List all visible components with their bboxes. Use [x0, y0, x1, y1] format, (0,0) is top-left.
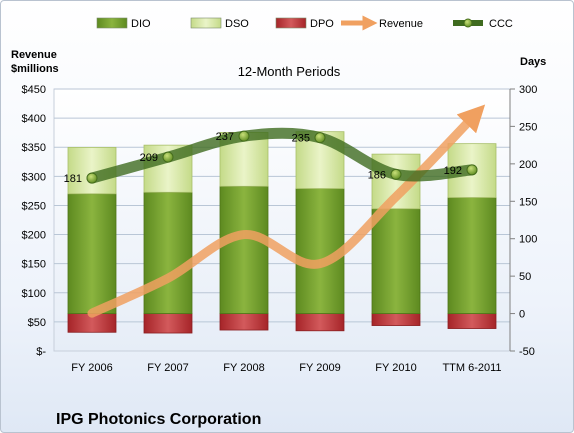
bar-dio — [447, 197, 497, 314]
left-tick-label: $150 — [22, 259, 46, 271]
category-label: FY 2010 — [375, 362, 416, 374]
left-tick-label: $200 — [22, 230, 46, 242]
bar-dio — [67, 193, 117, 314]
company-name: IPG Photonics Corporation — [56, 411, 261, 428]
legend-swatch-dpo — [275, 17, 307, 29]
bar-dpo — [143, 313, 193, 334]
right-axis-title: Days — [520, 56, 546, 68]
legend: DIO DSO DPO Revenue CCC — [96, 15, 513, 31]
bar-dio — [219, 185, 269, 314]
chart-title: 12-Month Periods — [238, 64, 341, 79]
legend-swatch-dio — [96, 17, 128, 29]
right-tick-label: 200 — [519, 159, 537, 171]
legend-swatch-dso — [190, 17, 222, 29]
bar-dio — [371, 208, 421, 314]
left-tick-label: $250 — [22, 200, 46, 212]
left-tick-label: $350 — [22, 142, 46, 154]
ccc-data-label: 235 — [292, 133, 310, 145]
axes: $- $50 $100 $150 $200 $250 $300 $350 $400 $450 -50… — [22, 84, 538, 374]
ccc-data-label: 209 — [140, 152, 158, 164]
ccc-data-label: 186 — [368, 169, 386, 181]
category-label: FY 2009 — [299, 362, 340, 374]
right-tick-label: 0 — [519, 309, 525, 321]
ccc-data-label: 237 — [216, 131, 234, 143]
legend-label: DIO — [131, 18, 151, 30]
left-tick-label: $300 — [22, 171, 46, 183]
right-tick-label: 150 — [519, 196, 537, 208]
left-tick-label: $100 — [22, 288, 46, 300]
bar-dpo — [371, 313, 421, 326]
bar-dpo — [295, 313, 345, 332]
right-tick-label: 50 — [519, 271, 531, 283]
ccc-point — [86, 172, 98, 184]
left-tick-label: $450 — [22, 84, 46, 96]
category-label: FY 2007 — [147, 362, 188, 374]
bar-dpo — [219, 313, 269, 331]
ccc-point — [238, 130, 250, 142]
left-tick-label: $50 — [28, 317, 46, 329]
lines: 181 209 237 235 186 192 — [64, 104, 486, 318]
legend-swatch-ccc-dot — [463, 18, 473, 28]
category-label: FY 2006 — [71, 362, 112, 374]
left-tick-label: $- — [36, 346, 46, 358]
category-label: FY 2008 — [223, 362, 264, 374]
left-tick-label: $400 — [22, 113, 46, 125]
ccc-line — [86, 127, 478, 184]
revenue-line — [87, 104, 486, 318]
bars — [67, 131, 497, 334]
ccc-point — [314, 132, 326, 144]
ccc-data-label: 192 — [444, 165, 462, 177]
left-axis-title: Revenue $millions — [11, 49, 59, 75]
bar-dpo — [447, 313, 497, 329]
legend-label: Revenue — [379, 18, 423, 30]
ccc-point — [390, 168, 402, 180]
bar-dio — [143, 191, 193, 314]
ccc-point — [466, 164, 478, 176]
right-tick-label: 300 — [519, 84, 537, 96]
right-tick-label: 100 — [519, 234, 537, 246]
right-tick-label: 250 — [519, 121, 537, 133]
ccc-point — [162, 151, 174, 163]
ccc-data-label: 181 — [64, 173, 82, 185]
legend-label: DPO — [310, 18, 334, 30]
category-label: TTM 6-2011 — [442, 362, 501, 374]
legend-label: DSO — [225, 18, 249, 30]
right-tick-label: -50 — [519, 346, 535, 358]
legend-label: CCC — [489, 18, 513, 30]
